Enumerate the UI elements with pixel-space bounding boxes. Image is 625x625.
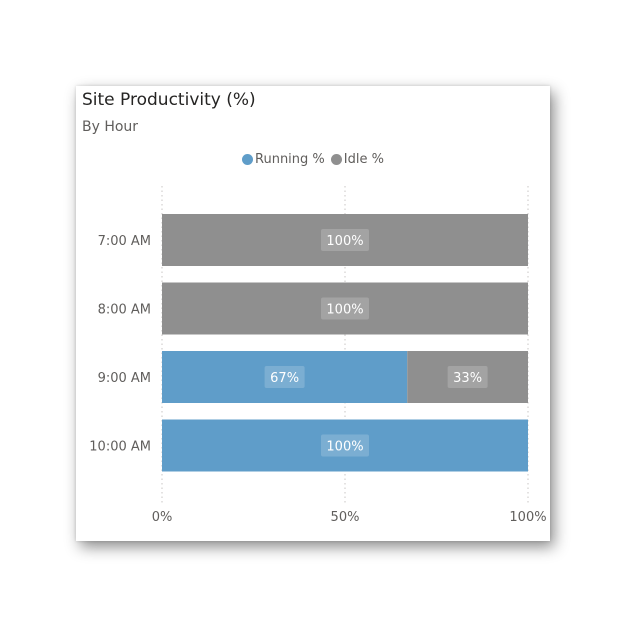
legend-item-idle[interactable]: Idle % — [330, 152, 384, 167]
bar-segment — [162, 214, 528, 266]
bar-segment — [162, 351, 408, 403]
y-category-label: 9:00 AM — [98, 371, 151, 386]
legend-swatch-running — [242, 154, 254, 165]
data-label: 100% — [326, 234, 363, 249]
chart-subtitle: By Hour — [82, 119, 139, 135]
x-tick-label: 50% — [331, 510, 360, 525]
x-tick-label: 100% — [509, 510, 546, 525]
data-label-background — [321, 434, 369, 457]
data-label-background — [447, 366, 488, 388]
legend-label-running: Running % — [255, 152, 325, 167]
legend-swatch-idle — [330, 154, 342, 165]
chart-plot: 0% 50% 100% 7:00 AM 100% 8:00 AM 100% 9:00 AM 67… — [89, 186, 547, 525]
data-label-background — [264, 366, 305, 388]
chart-legend: Running % Idle % — [76, 152, 550, 167]
x-tick-label: 0% — [152, 510, 173, 525]
data-label-background — [321, 297, 369, 320]
data-label: 100% — [326, 440, 363, 455]
y-category-label: 7:00 AM — [98, 234, 151, 249]
bar-segment — [162, 282, 528, 335]
chart-card: Site Productivity (%) By Hour Running % … — [76, 86, 550, 541]
y-category-label: 10:00 AM — [89, 440, 151, 455]
data-label: 100% — [326, 303, 363, 318]
bar-segment — [162, 419, 528, 472]
legend-label-idle: Idle % — [343, 152, 384, 167]
chart-title: Site Productivity (%) — [82, 90, 256, 110]
data-label: 67% — [270, 371, 299, 386]
legend-item-running[interactable]: Running % — [242, 152, 325, 167]
data-label-background — [321, 229, 369, 251]
bar-segment — [407, 351, 528, 403]
y-category-label: 8:00 AM — [98, 303, 151, 318]
data-label: 33% — [453, 371, 482, 386]
